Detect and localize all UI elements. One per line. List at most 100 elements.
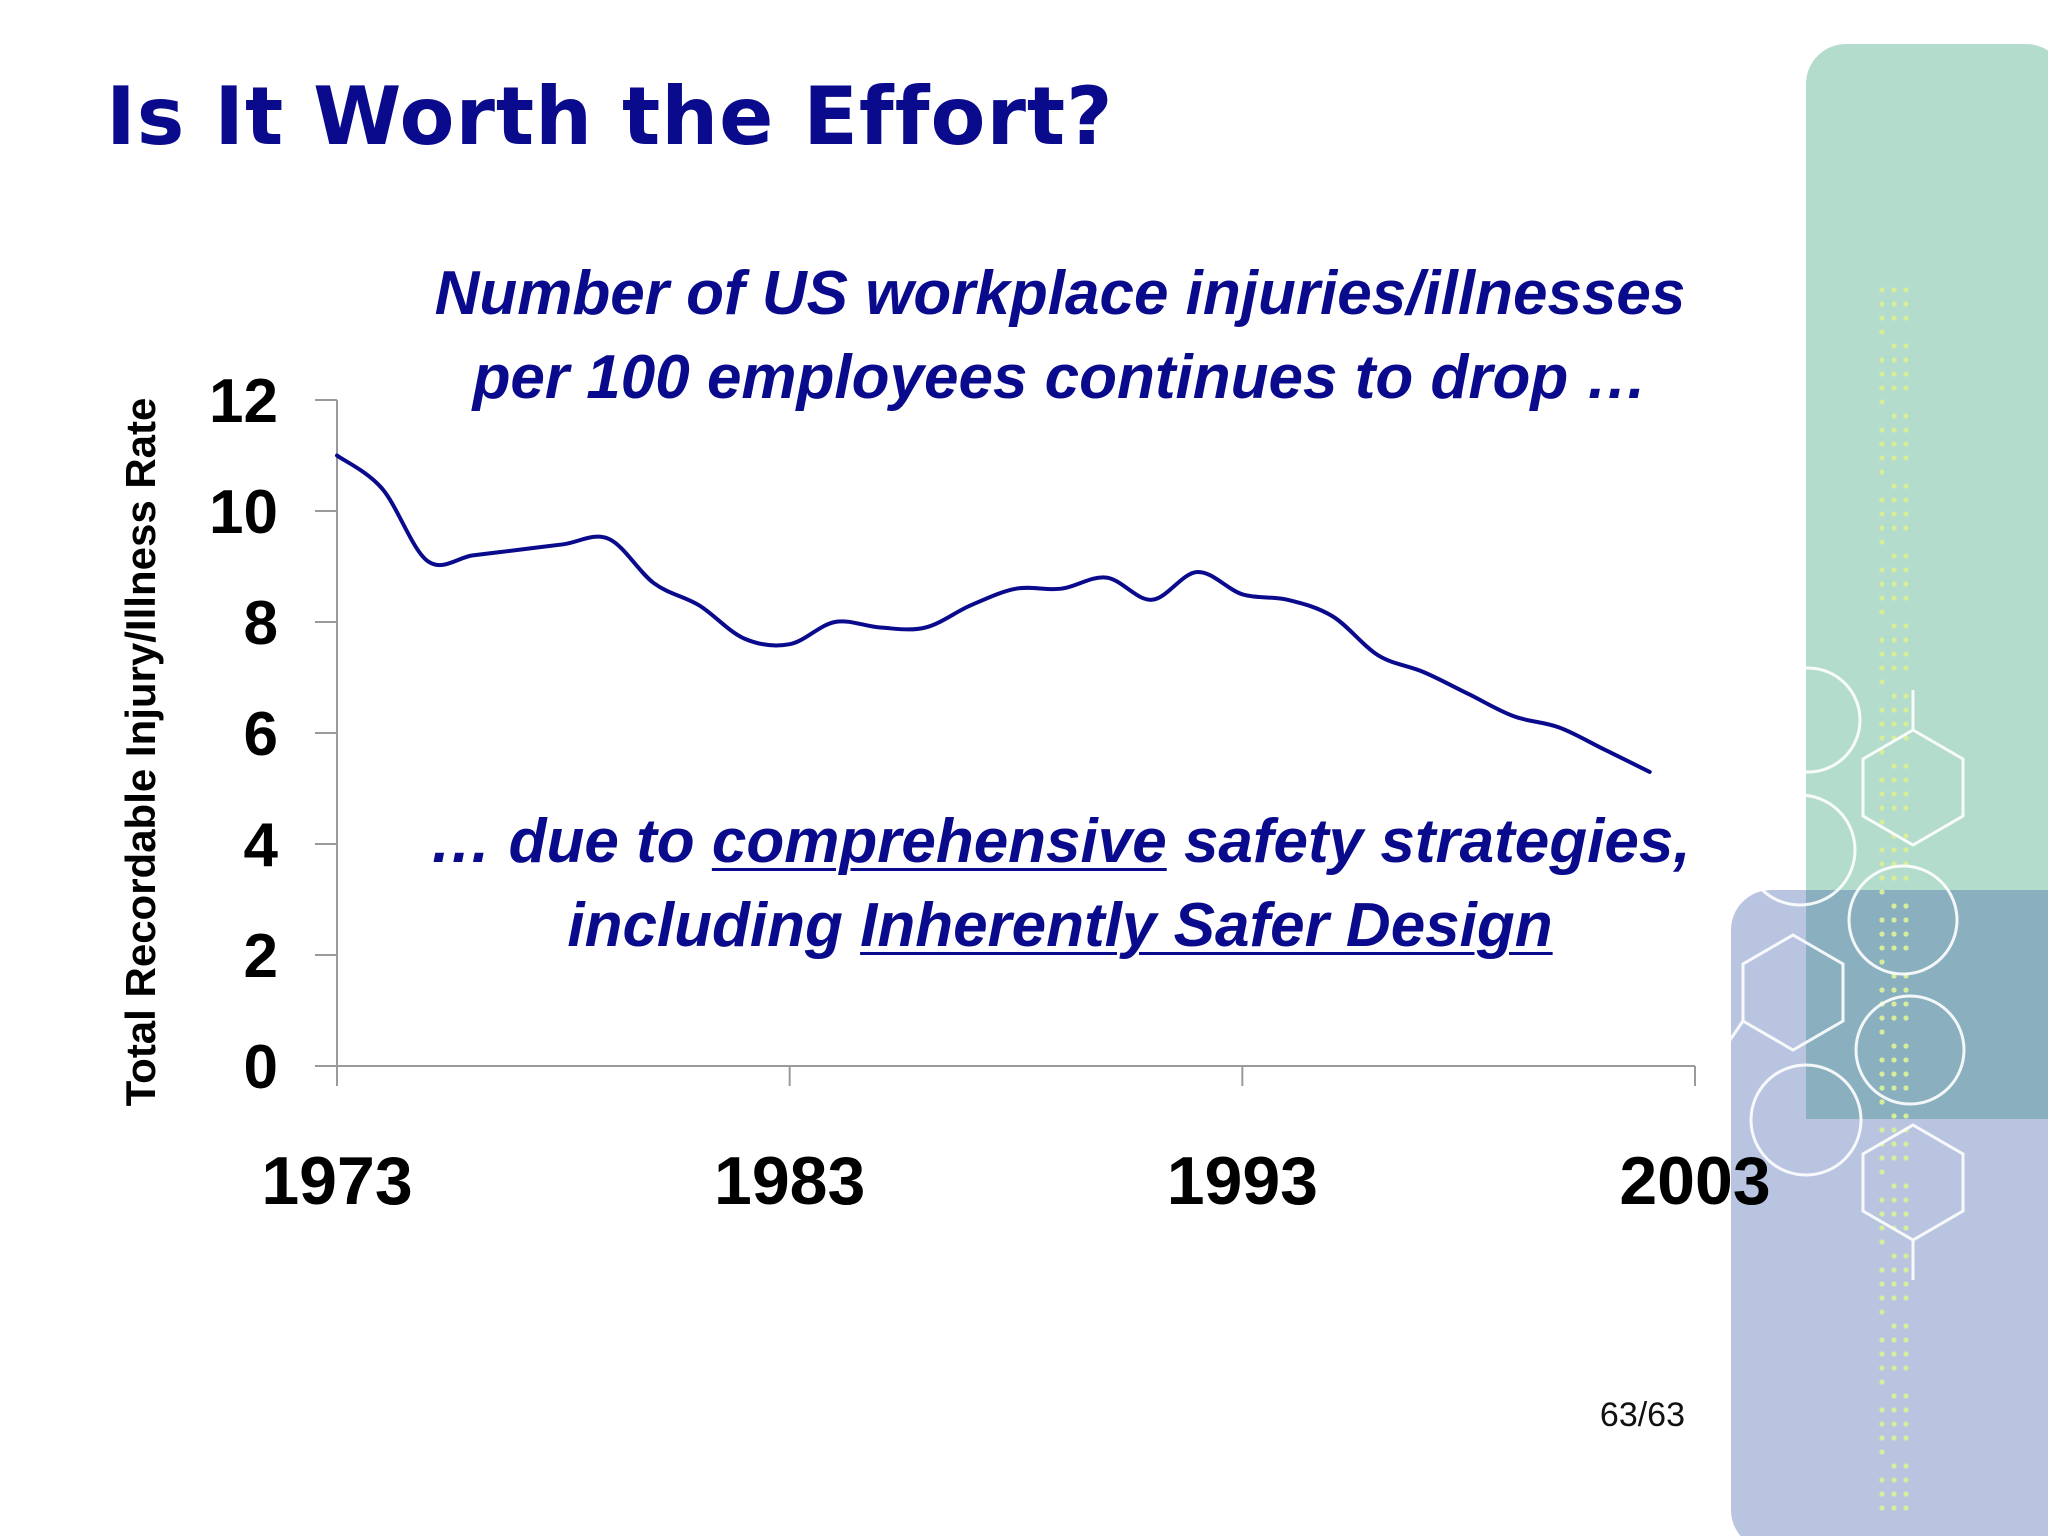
subline-suffix: safety strategies,	[1166, 807, 1691, 876]
deco-circle	[1743, 793, 1857, 907]
deco-dot	[1891, 1477, 1897, 1483]
deco-dot	[1891, 1267, 1897, 1273]
deco-dot	[1903, 693, 1909, 699]
deco-dot	[1891, 1295, 1897, 1301]
deco-dot	[1891, 805, 1897, 811]
deco-dot	[1903, 553, 1909, 559]
deco-dot	[1903, 777, 1909, 783]
deco-dot	[1879, 287, 1885, 293]
deco-circle	[1749, 1063, 1863, 1177]
headline-line-2: per 100 employees continues to drop …	[472, 343, 1648, 412]
y-tick-label: 2	[244, 922, 278, 991]
deco-dot	[1891, 651, 1897, 657]
deco-hexagon	[1741, 933, 1845, 1052]
deco-dot	[1891, 931, 1897, 937]
deco-dot	[1879, 777, 1885, 783]
y-tick-label: 8	[244, 589, 278, 658]
deco-dot	[1879, 1169, 1885, 1175]
x-tick-label: 1983	[714, 1143, 865, 1219]
deco-dot	[1891, 1015, 1897, 1021]
deco-dot	[1879, 1365, 1885, 1371]
deco-dot	[1879, 1071, 1885, 1077]
deco-dot	[1891, 343, 1897, 349]
deco-dot	[1879, 1379, 1885, 1385]
deco-dot	[1903, 1253, 1909, 1259]
deco-dot	[1879, 427, 1885, 433]
teal-panel	[1806, 44, 2048, 1119]
deco-dot	[1891, 1281, 1897, 1287]
deco-dot	[1903, 595, 1909, 601]
deco-dot	[1879, 791, 1885, 797]
deco-dot	[1891, 1113, 1897, 1119]
deco-dot	[1891, 637, 1897, 643]
headline-line-1: Number of US workplace injuries/illnesse…	[434, 259, 1686, 328]
deco-dot	[1903, 1183, 1909, 1189]
deco-dot	[1903, 371, 1909, 377]
deco-dot	[1879, 875, 1885, 881]
deco-dot	[1891, 455, 1897, 461]
series-points	[334, 453, 1653, 775]
deco-dot	[1879, 1435, 1885, 1441]
y-tick-label: 6	[244, 700, 278, 769]
deco-dot	[1903, 833, 1909, 839]
deco-dot	[1903, 1155, 1909, 1161]
deco-circle	[1754, 666, 1862, 774]
deco-dot	[1879, 301, 1885, 307]
deco-dot	[1879, 651, 1885, 657]
hexagon-outlines	[1728, 690, 1965, 1280]
deco-dot	[1891, 1141, 1897, 1147]
deco-dot	[1879, 1281, 1885, 1287]
deco-dot	[1879, 1211, 1885, 1217]
deco-dot	[1879, 1421, 1885, 1427]
deco-dot	[1903, 1225, 1909, 1231]
deco-dot	[1879, 469, 1885, 475]
deco-dot	[1879, 385, 1885, 391]
deco-dot	[1903, 735, 1909, 741]
deco-dot	[1891, 721, 1897, 727]
deco-dot	[1879, 539, 1885, 545]
deco-dot	[1903, 875, 1909, 881]
x-tick-label: 1973	[261, 1143, 412, 1219]
deco-dot	[1891, 1463, 1897, 1469]
deco-dot	[1903, 525, 1909, 531]
y-tick-label: 0	[244, 1033, 278, 1102]
deco-dot	[1903, 315, 1909, 321]
deco-dot	[1903, 1463, 1909, 1469]
deco-dot	[1891, 371, 1897, 377]
deco-dot	[1879, 1351, 1885, 1357]
deco-dot	[1903, 1421, 1909, 1427]
deco-dot	[1879, 917, 1885, 923]
deco-dot	[1879, 707, 1885, 713]
deco-dot	[1891, 707, 1897, 713]
deco-dot	[1903, 455, 1909, 461]
deco-dot	[1879, 987, 1885, 993]
deco-dot	[1903, 665, 1909, 671]
deco-dot	[1903, 721, 1909, 727]
deco-dot	[1903, 357, 1909, 363]
deco-dot	[1879, 749, 1885, 755]
deco-dot	[1879, 1505, 1885, 1511]
subline-line-1: … due to comprehensive safety strategies…	[330, 800, 1790, 884]
deco-dot	[1879, 329, 1885, 335]
deco-dot	[1879, 1099, 1885, 1105]
deco-dot	[1891, 1505, 1897, 1511]
deco-stem	[1728, 1020, 1745, 1041]
deco-dot	[1903, 707, 1909, 713]
series-line	[335, 453, 1652, 774]
deco-dot	[1879, 581, 1885, 587]
deco-dot	[1891, 525, 1897, 531]
deco-dot	[1879, 805, 1885, 811]
y-tick-label: 12	[209, 367, 278, 436]
deco-dot	[1903, 1323, 1909, 1329]
deco-dot	[1879, 1337, 1885, 1343]
circle-outlines	[1743, 666, 1966, 1177]
deco-circle	[1847, 864, 1959, 976]
deco-dot	[1903, 1015, 1909, 1021]
deco-dot	[1903, 847, 1909, 853]
deco-dot	[1891, 581, 1897, 587]
deco-dot	[1891, 553, 1897, 559]
deco-dot	[1891, 385, 1897, 391]
deco-dot	[1879, 721, 1885, 727]
deco-dot	[1879, 931, 1885, 937]
